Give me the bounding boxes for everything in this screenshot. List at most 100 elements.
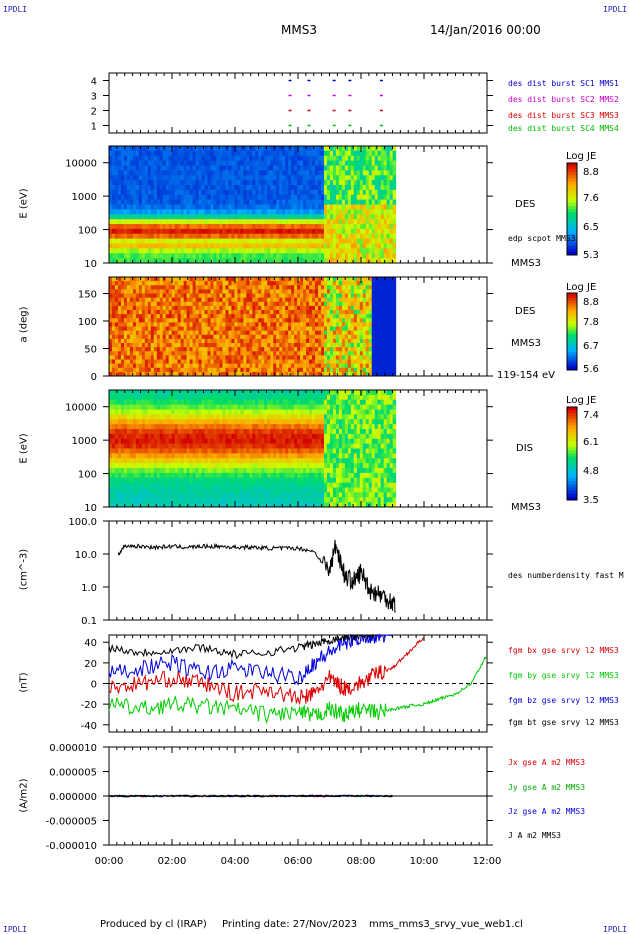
- spec-cell: [162, 281, 167, 286]
- spec-cell: [159, 293, 164, 299]
- spec-cell: [258, 238, 262, 244]
- spec-cell: [368, 355, 373, 360]
- spec-cell: [213, 334, 217, 340]
- spec-cell: [219, 185, 223, 191]
- spec-cell: [321, 150, 325, 157]
- spec-cell: [144, 243, 149, 249]
- spec-cell: [279, 367, 283, 373]
- spec-cell: [195, 146, 200, 152]
- spec-cell: [228, 248, 232, 254]
- spec-cell: [264, 199, 268, 205]
- spec-cell: [222, 314, 226, 319]
- spec-cell: [165, 310, 170, 315]
- spec-cell: [192, 209, 197, 215]
- spec-cell: [180, 338, 185, 344]
- spec-cell: [326, 289, 331, 294]
- spec-cell: [341, 367, 346, 373]
- spec-cell: [201, 248, 206, 254]
- spec-cell: [323, 243, 328, 249]
- spec-cell: [374, 233, 379, 240]
- spec-cell: [204, 175, 209, 181]
- spec-cell: [252, 289, 256, 294]
- spec-cell: [141, 238, 146, 244]
- spec-cell: [359, 314, 364, 319]
- spec-cell: [216, 238, 220, 244]
- spec-cell: [252, 322, 256, 327]
- spec-cell: [204, 224, 209, 230]
- spec-cell: [383, 258, 388, 264]
- spec-cell: [326, 301, 331, 307]
- spec-cell: [362, 363, 367, 369]
- spec-cell: [276, 363, 280, 369]
- spec-cell: [386, 314, 391, 319]
- spec-cell: [368, 209, 373, 215]
- spec-cell: [186, 155, 191, 162]
- spec-cell: [234, 285, 238, 290]
- spec-cell: [180, 160, 185, 166]
- spec-cell: [150, 175, 155, 181]
- spec-cell: [306, 160, 310, 166]
- spec-cell: [267, 224, 271, 230]
- spec-cell: [246, 228, 250, 235]
- spec-cell: [329, 180, 334, 186]
- spec-cell: [123, 185, 128, 191]
- spec-cell: [338, 338, 343, 344]
- spec-cell: [297, 318, 301, 323]
- spec-cell: [255, 318, 259, 323]
- spec-cell: [174, 371, 179, 377]
- spec-cell: [353, 371, 358, 377]
- spec-cell: [255, 277, 259, 282]
- spec-cell: [183, 293, 188, 299]
- spec-cell: [180, 233, 185, 240]
- spec-cell: [219, 293, 223, 299]
- spec-cell: [243, 146, 247, 152]
- spec-cell: [210, 238, 215, 244]
- spec-cell: [344, 233, 349, 240]
- spec-cell: [306, 334, 310, 340]
- spec-cell: [341, 189, 346, 196]
- spec-cell: [210, 150, 215, 157]
- spec-cell: [141, 322, 146, 327]
- spec-cell: [183, 243, 188, 249]
- spec-cell: [225, 326, 229, 332]
- spec-cell: [344, 277, 349, 282]
- spec-cell: [321, 175, 325, 181]
- spec-cell: [189, 224, 194, 230]
- spec-cell: [153, 150, 158, 157]
- spec-cell: [174, 347, 179, 352]
- spec-cell: [261, 233, 265, 240]
- spec-cell: [294, 355, 298, 360]
- spec-cell: [285, 293, 289, 299]
- spec-cell: [171, 343, 176, 348]
- spec-cell: [255, 204, 259, 210]
- spec-cell: [177, 248, 182, 254]
- spec-cell: [344, 338, 349, 344]
- spec-cell: [171, 243, 176, 249]
- spec-cell: [294, 289, 298, 294]
- spec-cell: [144, 194, 149, 201]
- spec-cell: [156, 180, 161, 186]
- spec-cell: [389, 209, 394, 215]
- spec-cell: [386, 170, 391, 176]
- spec-cell: [288, 338, 292, 344]
- spec-cell: [323, 175, 328, 181]
- spec-cell: [237, 310, 241, 315]
- spec-cell: [273, 150, 277, 157]
- spec-cell: [141, 175, 146, 181]
- spec-cell: [386, 330, 391, 336]
- spec-cell: [186, 224, 191, 230]
- spec-cell: [207, 170, 212, 176]
- spec-cell: [162, 305, 167, 311]
- spec-cell: [216, 314, 220, 319]
- spec-cell: [318, 238, 322, 244]
- spec-cell: [291, 155, 295, 162]
- spec-cell: [186, 281, 191, 286]
- spec-cell: [228, 367, 232, 373]
- spec-cell: [347, 209, 352, 215]
- spec-cell: [234, 160, 238, 166]
- spec-cell: [186, 359, 191, 365]
- spec-cell: [309, 289, 313, 294]
- spec-cell: [374, 326, 379, 332]
- spec-cell: [386, 338, 391, 344]
- spec-cell: [213, 180, 217, 186]
